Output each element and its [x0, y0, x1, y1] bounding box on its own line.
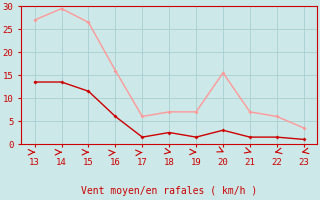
X-axis label: Vent moyen/en rafales ( km/h ): Vent moyen/en rafales ( km/h ) — [81, 186, 257, 196]
